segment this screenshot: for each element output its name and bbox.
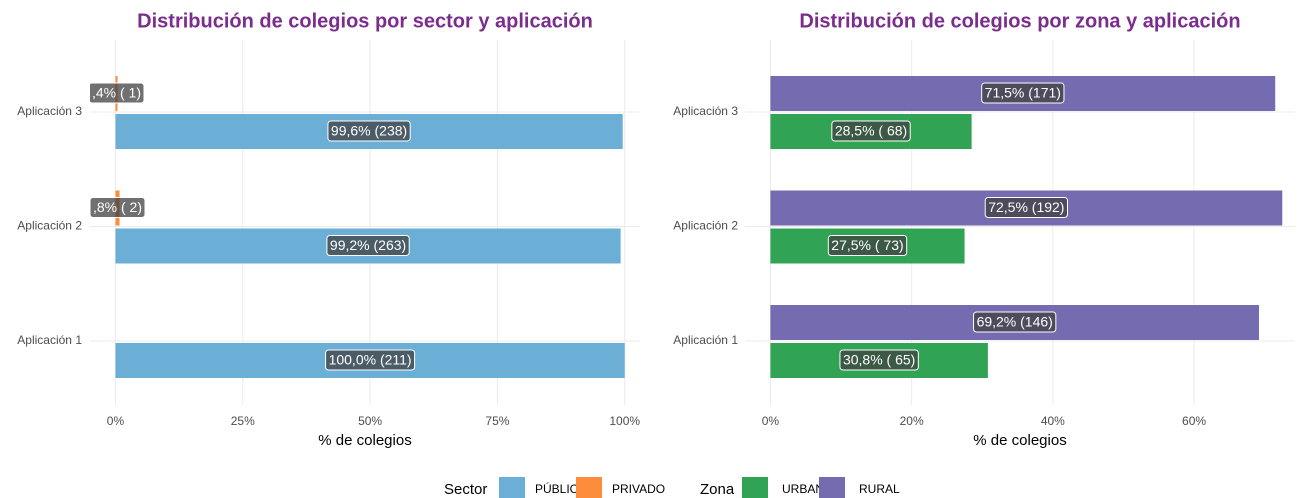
value-label: 99,6% (238) <box>331 123 407 139</box>
x-tick-label: 0% <box>762 414 780 428</box>
x-axis-label: % de colegios <box>973 432 1066 449</box>
x-tick-label: 50% <box>358 414 382 428</box>
y-tick-label: Aplicación 2 <box>17 219 82 233</box>
value-label-box <box>90 197 146 218</box>
chart-title: Distribución de colegios por zona y apli… <box>799 10 1240 32</box>
value-label-box <box>90 82 145 104</box>
legend-swatch <box>499 477 525 498</box>
legend-swatch <box>819 477 845 498</box>
y-tick-label: Aplicación 3 <box>673 104 738 118</box>
value-label: 72,5% (192) <box>988 199 1064 215</box>
x-tick-label: 0% <box>107 414 125 428</box>
x-axis-label: % de colegios <box>318 432 411 449</box>
value-label-box <box>973 311 1057 333</box>
x-tick-label: 25% <box>231 414 255 428</box>
value-label: 100,0% (211) <box>329 352 412 368</box>
legend-label: RURAL <box>859 482 900 496</box>
value-label: ,8% ( 2) <box>93 199 142 215</box>
chart-title: Distribución de colegios por sector y ap… <box>137 10 593 32</box>
x-tick-label: 40% <box>1041 414 1065 428</box>
y-tick-label: Aplicación 2 <box>673 219 738 233</box>
value-label-box <box>327 120 411 142</box>
legend-title: Sector <box>444 481 487 498</box>
value-label-box <box>827 235 908 256</box>
plot-area: 100,0% (211) 99,2% (263) 99,6% (238) ,8% ( … <box>90 76 625 378</box>
value-label: 27,5% ( 73) <box>831 237 903 253</box>
value-label-box <box>831 120 911 142</box>
legend-title: Zona <box>700 481 735 498</box>
value-label: 28,5% ( 68) <box>835 123 907 139</box>
chart: Distribución de colegios por sector y ap… <box>17 10 665 498</box>
y-tick-label: Aplicación 1 <box>17 333 82 347</box>
legend-swatch <box>576 477 602 498</box>
value-label: 69,2% (146) <box>977 314 1053 330</box>
chart: Distribución de colegios por zona y apli… <box>673 10 1295 498</box>
x-tick-label: 100% <box>609 414 640 428</box>
value-label: 99,2% (263) <box>330 237 406 253</box>
x-tick-label: 60% <box>1182 414 1206 428</box>
y-tick-label: Aplicación 3 <box>17 104 82 118</box>
plot-area: 30,8% ( 65) 27,5% ( 73) 28,5% ( 68) 69,2% (… <box>770 76 1283 378</box>
x-tick-label: 75% <box>485 414 509 428</box>
y-tick-label: Aplicación 1 <box>673 333 738 347</box>
value-label-box <box>981 82 1065 104</box>
value-label-box <box>984 197 1068 218</box>
x-tick-label: 20% <box>900 414 924 428</box>
value-label-box <box>325 349 416 371</box>
legend-swatch <box>742 477 768 498</box>
value-label: ,4% ( 1) <box>92 85 141 101</box>
value-label: 71,5% (171) <box>985 85 1061 101</box>
legend-label: PÚBLICO <box>535 481 588 496</box>
value-label-box <box>326 235 410 256</box>
value-label-box <box>839 349 919 371</box>
value-label: 30,8% ( 65) <box>843 352 915 368</box>
legend-label: PRIVADO <box>612 482 665 496</box>
